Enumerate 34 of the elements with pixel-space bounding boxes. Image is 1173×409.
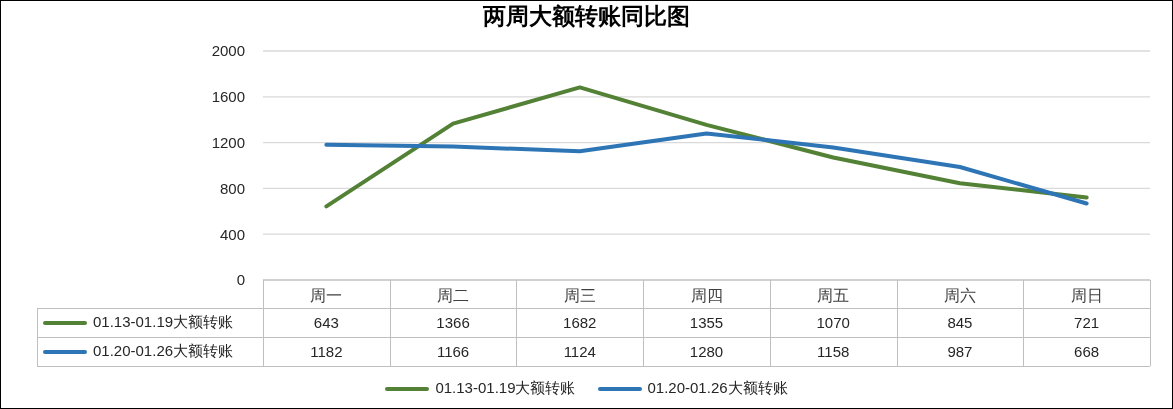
y-tick-label: 0 (236, 271, 245, 289)
data-label: 1124 (563, 343, 596, 360)
data-label: 845 (947, 314, 973, 331)
legend-label: 01.20-01.26大额转账 (93, 342, 234, 361)
x-tick-label: 周五 (817, 287, 850, 305)
y-tick-label: 400 (219, 225, 245, 243)
x-tick-label: 周六 (943, 287, 976, 305)
chart-title: 两周大额转账同比图 (483, 4, 690, 29)
data-label: 1182 (310, 343, 343, 360)
line-series (324, 131, 1089, 206)
data-label: 1280 (689, 343, 724, 360)
data-label: 668 (1074, 343, 1100, 360)
text: 01.13-01.19大额转账 (435, 379, 576, 396)
x-tick-label: 周一 (310, 287, 343, 305)
y-tick-label: 1200 (211, 133, 245, 151)
data-label: 1682 (563, 314, 597, 331)
legend-label: 01.13-01.19大额转账 (93, 313, 234, 332)
data-label: 1166 (436, 343, 470, 360)
data-label: 987 (947, 343, 973, 360)
data-label: 1366 (436, 314, 470, 331)
data-label: 643 (313, 314, 339, 331)
x-tick-label: 周三 (563, 287, 596, 305)
x-tick-label: 周四 (690, 287, 723, 305)
data-label: 721 (1074, 314, 1100, 331)
data-label: 1355 (689, 314, 724, 331)
line-series (324, 85, 1089, 209)
y-tick-label: 800 (219, 179, 245, 197)
text: 01.20-01.26大额转账 (647, 379, 788, 396)
y-tick-label: 2000 (211, 42, 245, 60)
x-tick-label: 周日 (1070, 287, 1103, 305)
data-label: 1158 (817, 343, 850, 360)
x-tick-label: 周二 (437, 287, 470, 305)
data-label: 1070 (816, 314, 850, 331)
y-tick-label: 1600 (211, 88, 245, 106)
